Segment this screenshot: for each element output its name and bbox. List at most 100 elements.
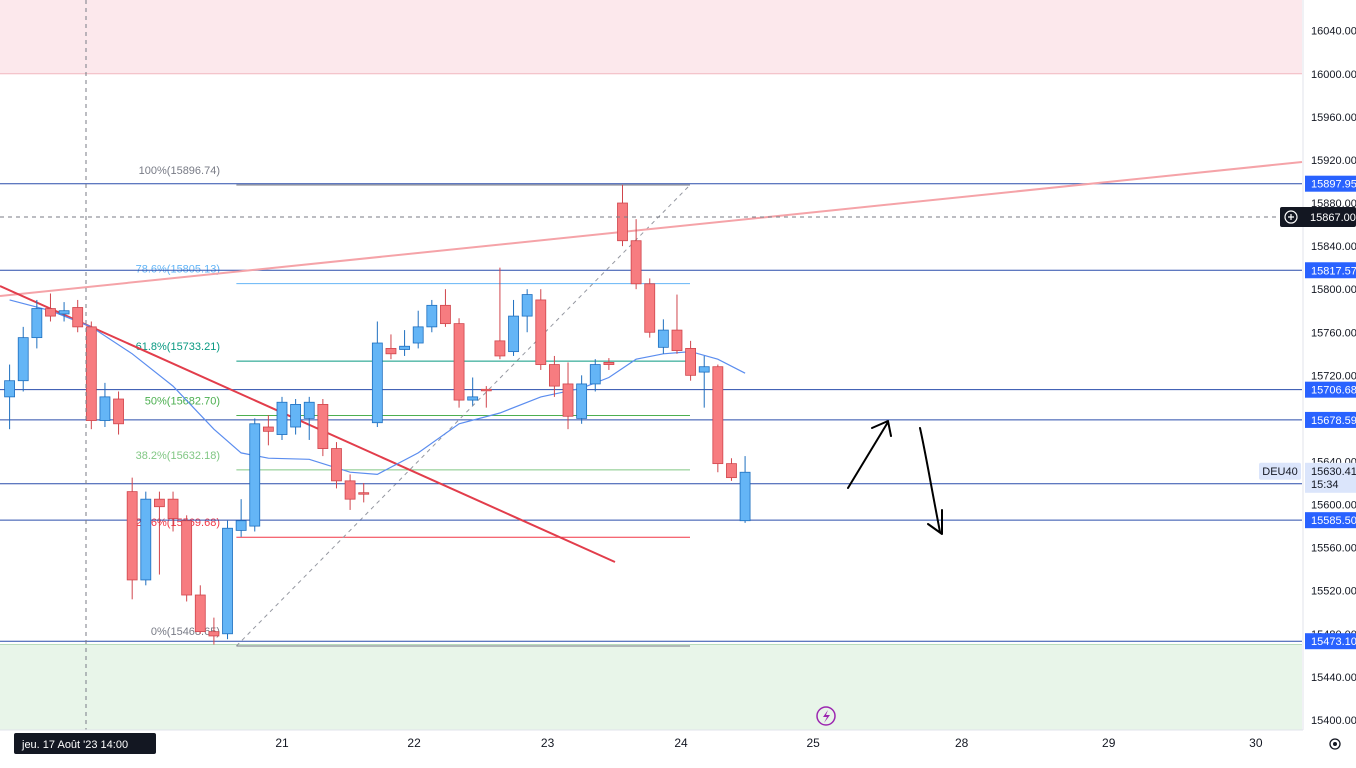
horizontal-lines[interactable] (0, 183, 1302, 642)
candle-body (576, 383, 588, 419)
current-price-tag (1305, 462, 1356, 493)
time-tick-label: 22 (407, 736, 421, 750)
price-tick-label: 16000.00 (1311, 69, 1356, 81)
candle-body (276, 401, 288, 435)
crosshair-time-tag (14, 733, 156, 754)
price-line-tag-text: 15706.68 (1311, 385, 1356, 397)
candle-body (262, 426, 274, 432)
hand-drawn-arrows[interactable] (816, 420, 943, 726)
lightning-bolt-shape (823, 710, 830, 723)
crosshair-price-tag (1280, 207, 1356, 228)
zones-layer (0, 0, 1302, 730)
time-tick-label: 30 (1249, 736, 1263, 750)
fib-level-label: 100%(15896.74) (139, 165, 220, 177)
symbol-tag (1259, 462, 1301, 480)
price-tick-label: 15720.00 (1311, 370, 1356, 382)
candle-body (181, 520, 193, 596)
candle-body (467, 396, 479, 401)
candle-body (685, 348, 696, 376)
price-line-tag-text: 15473.10 (1311, 636, 1356, 648)
price-tick-label: 15400.00 (1311, 715, 1356, 727)
candle-body (45, 308, 56, 317)
price-line-tag (1305, 512, 1356, 529)
price-axis[interactable]: 16040.0016000.0015960.0015920.0015880.00… (1259, 0, 1356, 768)
time-tick-label: 23 (541, 736, 555, 750)
candle-body (235, 520, 247, 531)
trend-lines[interactable] (0, 161, 1303, 563)
candle-body (630, 240, 642, 285)
candle-body (480, 388, 492, 392)
candle-body (698, 366, 710, 373)
candle-body (17, 337, 29, 382)
candle-body (385, 348, 397, 355)
moving-average-line (9, 299, 746, 476)
price-line-tag (1305, 381, 1356, 398)
fib-level-label: 50%(15682.70) (145, 395, 220, 407)
candle-body (617, 202, 628, 242)
candle-body (657, 329, 669, 348)
candle-body (31, 308, 43, 339)
zone-1 (0, 644, 1302, 730)
fib-level-label: 38.2%(15632.18) (136, 450, 220, 462)
settings-gear-center (1333, 742, 1337, 746)
fib-trend-line (236, 184, 691, 647)
candle-body (113, 398, 124, 425)
crosshair-price-value: 15867.00 (1310, 212, 1356, 224)
candle-body (371, 342, 383, 424)
candle-body (331, 448, 342, 482)
price-line-tag (1305, 633, 1356, 650)
candle-body (562, 383, 574, 417)
down-arrow-drawing[interactable] (919, 427, 943, 535)
price-tick-label: 15760.00 (1311, 327, 1356, 339)
price-tick-label: 15440.00 (1311, 672, 1356, 684)
fib-level-label: 61.8%(15733.21) (136, 341, 220, 353)
plus-circle-icon[interactable] (1284, 210, 1298, 224)
symbol-label: DEU40 (1262, 466, 1297, 478)
current-price-value: 15630.41 (1311, 466, 1356, 478)
candle-body (426, 304, 438, 328)
price-line-tag (1305, 411, 1356, 428)
rising-trend-line[interactable] (0, 161, 1303, 297)
price-tick-label: 15960.00 (1311, 112, 1356, 124)
candle-body (712, 366, 724, 465)
candle-body (99, 396, 111, 421)
candle-body (249, 423, 261, 527)
countdown-timer: 15:34 (1311, 479, 1339, 491)
price-tick-label: 15560.00 (1311, 543, 1356, 555)
candle-body (739, 471, 751, 522)
crosshair-time-value: jeu. 17 Août '23 14:00 (21, 739, 128, 751)
time-tick-label: 21 (275, 736, 289, 750)
price-line-tag (1305, 262, 1356, 279)
candle-body (4, 380, 15, 398)
candle-body (194, 594, 206, 633)
candle-body (399, 345, 410, 350)
price-tick-label: 15800.00 (1311, 284, 1356, 296)
price-tick-label: 15520.00 (1311, 586, 1356, 598)
plus-icon (1288, 214, 1294, 221)
falling-trend-line[interactable] (0, 285, 616, 563)
candle-body (222, 527, 233, 635)
candle-body (317, 404, 329, 449)
candle-body (671, 329, 683, 351)
candle-body (85, 326, 97, 421)
fib-level-label: 78.6%(15805.13) (136, 264, 220, 276)
candle-body (549, 364, 560, 387)
candle-body (290, 404, 302, 428)
candle-body (140, 498, 152, 581)
lightning-icon[interactable] (816, 706, 836, 726)
moving-average-layer (9, 299, 746, 476)
price-tick-label: 16040.00 (1311, 26, 1356, 38)
crosshair (0, 0, 1302, 730)
candle-body (72, 307, 84, 328)
time-tick-label: 29 (1102, 736, 1116, 750)
time-tick-label: 28 (955, 736, 969, 750)
time-axis[interactable]: 172122232425282930jeu. 17 Août '23 14:00 (0, 729, 1341, 768)
candle-body (494, 340, 506, 357)
candle-body (167, 498, 179, 519)
up-arrow-drawing[interactable] (847, 420, 892, 489)
fibonacci-retracement[interactable]: 100%(15896.74) 78.6%(15805.13) 61.8%(15733… (136, 165, 691, 647)
settings-gear-icon[interactable] (1329, 738, 1341, 750)
zone-0 (0, 0, 1302, 74)
price-line-tag-text: 15897.95 (1311, 179, 1356, 191)
